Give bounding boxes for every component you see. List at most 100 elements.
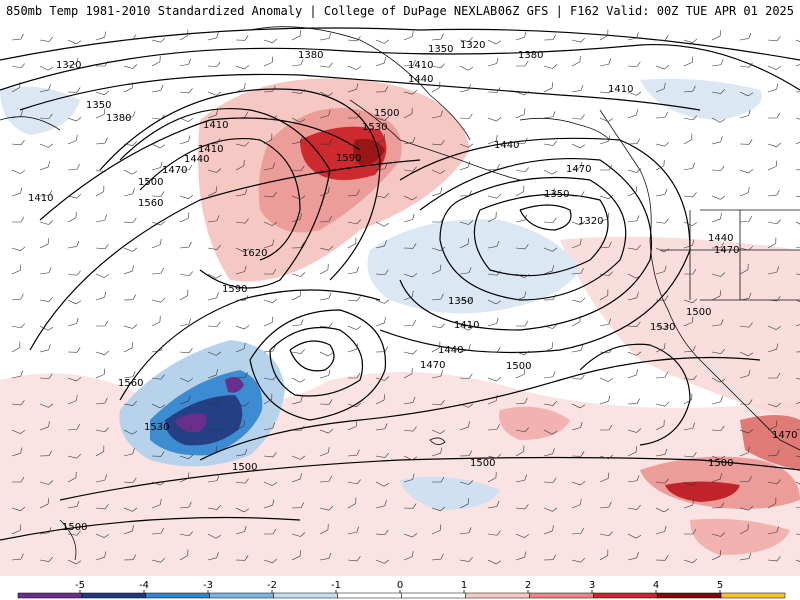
- wind-barb: [291, 348, 305, 354]
- wind-barb: [235, 525, 247, 535]
- wind-barb: [375, 86, 389, 93]
- colorbar-segment: [401, 592, 466, 599]
- wind-barb: [543, 247, 558, 252]
- wind-barb: [655, 188, 668, 197]
- wind-barb: [459, 344, 471, 353]
- wind-barb: [11, 341, 21, 353]
- wind-barb: [235, 188, 248, 197]
- wind-barb: [571, 221, 586, 226]
- wind-barb: [319, 322, 333, 328]
- wind-barb: [683, 56, 694, 67]
- contour-label: 1320: [578, 216, 603, 227]
- wind-barb: [67, 39, 82, 45]
- wind-barb: [683, 239, 695, 249]
- wind-barb: [403, 273, 418, 278]
- wind-barb: [487, 193, 502, 199]
- wind-barb: [515, 350, 530, 356]
- wind-barb: [403, 213, 415, 223]
- wind-barb: [12, 476, 25, 483]
- wind-barb: [599, 318, 611, 327]
- wind-barb: [655, 35, 669, 41]
- wind-barb: [403, 550, 414, 561]
- wind-barb: [235, 295, 249, 301]
- wind-barb: [67, 394, 78, 405]
- wind-barb: [123, 324, 138, 329]
- wind-barb: [767, 449, 780, 457]
- contour-label: 1500: [708, 458, 733, 469]
- wind-barb: [767, 556, 781, 562]
- wind-barb: [403, 290, 414, 301]
- wind-barb: [375, 423, 388, 431]
- wind-barb: [431, 341, 441, 353]
- wind-barb: [655, 159, 665, 171]
- wind-barb: [683, 345, 696, 353]
- wind-barb: [39, 36, 53, 42]
- wind-barb: [95, 533, 110, 538]
- wind-barb: [39, 450, 53, 457]
- wind-barb: [711, 272, 726, 277]
- contour-label: 1470: [714, 245, 739, 256]
- wind-barb: [599, 472, 610, 483]
- wind-barb: [795, 299, 800, 304]
- wind-barb: [95, 368, 106, 379]
- wind-barb: [571, 344, 584, 353]
- wind-barb: [739, 32, 752, 41]
- colorbar-segment: [465, 592, 530, 599]
- wind-barb: [683, 38, 698, 44]
- wind-barb: [39, 220, 54, 225]
- wind-barb: [39, 65, 54, 71]
- wind-barb: [403, 426, 417, 432]
- wind-barb: [459, 325, 474, 331]
- wind-barb: [516, 60, 529, 67]
- wind-barb: [151, 268, 164, 275]
- wind-barb: [431, 370, 443, 379]
- wind-barb: [515, 273, 530, 278]
- wind-barb: [683, 422, 695, 431]
- wind-barb: [347, 189, 360, 197]
- wind-barb: [235, 218, 249, 224]
- colorbar-segment: [720, 592, 786, 599]
- wind-barb: [459, 143, 474, 148]
- wind-barb: [599, 289, 609, 301]
- wind-barb: [375, 559, 390, 564]
- wind-barb: [711, 290, 721, 301]
- wind-barb: [39, 267, 52, 275]
- wind-barb: [459, 267, 472, 275]
- wind-barb: [95, 214, 107, 223]
- wind-barb: [263, 85, 276, 93]
- wind-barb: [319, 62, 333, 68]
- colorbar-segment: [529, 592, 594, 599]
- wind-barb: [347, 219, 361, 225]
- wind-barb: [319, 109, 331, 119]
- wind-barb: [655, 342, 666, 353]
- wind-barb: [431, 400, 445, 406]
- contour-label: 1620: [242, 248, 267, 259]
- wind-barb: [39, 190, 53, 197]
- wind-barb: [11, 81, 21, 93]
- wind-barb: [39, 403, 54, 408]
- contour-label: 1410: [608, 84, 633, 95]
- wind-barb: [795, 116, 800, 121]
- wind-barb: [627, 428, 642, 433]
- wind-barb: [487, 530, 501, 536]
- contour-label: 1440: [494, 140, 519, 151]
- wind-barb: [515, 244, 529, 250]
- wind-barb: [627, 109, 638, 119]
- contour-label: 1500: [506, 361, 531, 372]
- wind-barb: [375, 529, 389, 535]
- wind-barb: [11, 264, 22, 275]
- wind-barb: [767, 65, 782, 70]
- wind-barb: [627, 273, 642, 279]
- wind-barb: [11, 370, 23, 379]
- wind-barb: [487, 240, 500, 249]
- wind-barb: [599, 377, 614, 382]
- wind-barb: [795, 163, 800, 171]
- wind-barb: [739, 62, 753, 68]
- wind-barb: [431, 429, 446, 434]
- contour-label: 1530: [650, 322, 675, 333]
- wind-barb: [179, 377, 194, 382]
- wind-barb: [543, 400, 557, 406]
- wind-barb: [767, 189, 780, 197]
- wind-barb: [375, 299, 390, 304]
- colorbar-tick-label: 0: [397, 580, 403, 591]
